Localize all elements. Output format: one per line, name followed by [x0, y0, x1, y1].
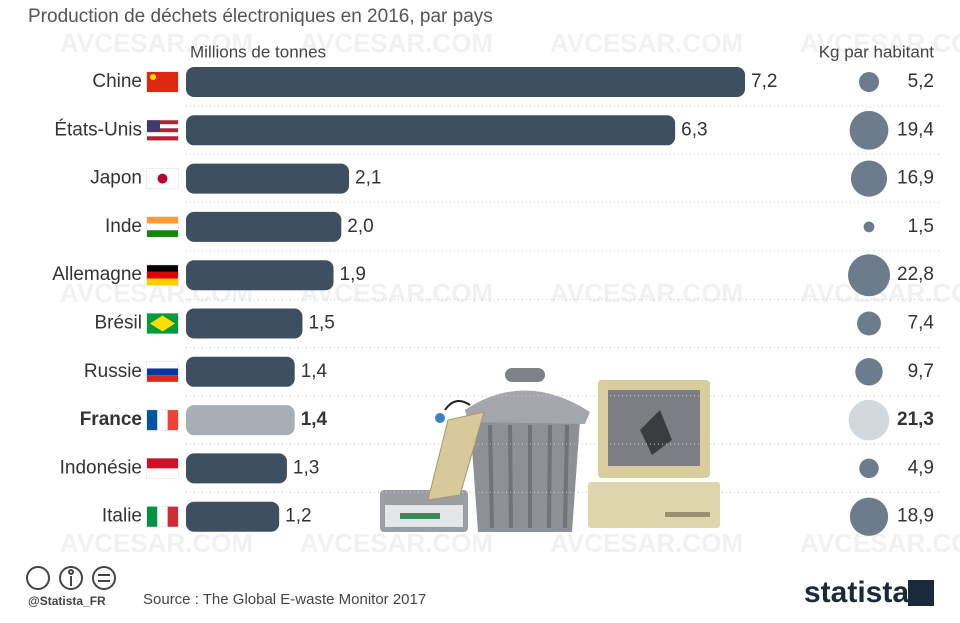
value-label: 2,0 — [347, 216, 373, 237]
value-label: 1,4 — [301, 361, 328, 382]
flag-stripe — [147, 468, 178, 479]
bubble-label: 18,9 — [897, 506, 934, 527]
category-label: Chine — [92, 71, 142, 92]
flag-stripe — [157, 506, 168, 527]
watermark: AVCESAR.COM — [300, 28, 493, 58]
flag-stripe — [147, 410, 158, 431]
bubble — [855, 358, 883, 386]
flag-stripe — [147, 120, 178, 125]
bubble-label: 5,2 — [908, 71, 934, 92]
bar — [186, 308, 303, 339]
bubble-label: 19,4 — [897, 119, 934, 140]
bubble — [850, 160, 888, 197]
category-label: Allemagne — [52, 264, 142, 285]
bubble — [857, 311, 881, 336]
bubble — [849, 110, 889, 150]
watermarks: AVCESAR.COM AVCESAR.COM AVCESAR.COM AVCESAR… — [60, 28, 960, 558]
flag-stripe — [147, 278, 178, 286]
flag-stripe — [147, 506, 158, 527]
flag-stripe — [167, 410, 178, 431]
flag-stripe — [147, 458, 178, 469]
watermark: AVCESAR.COM — [550, 528, 743, 558]
watermark: AVCESAR.COM — [800, 28, 960, 58]
brand-icon — [908, 580, 934, 606]
category-label: Inde — [105, 216, 142, 237]
flag-stripe — [147, 230, 178, 237]
category-label: Brésil — [94, 313, 142, 334]
watermark: AVCESAR.COM — [60, 528, 253, 558]
bubble-label: 7,4 — [908, 313, 935, 334]
bubble — [863, 221, 875, 233]
bubble-label: 16,9 — [897, 168, 934, 189]
watermark: AVCESAR.COM — [800, 528, 960, 558]
flag-stripe — [147, 265, 178, 272]
bubble-label: 22,8 — [897, 264, 934, 285]
flag-stripe — [147, 136, 178, 141]
flag-stripe — [147, 128, 178, 133]
bubble — [849, 497, 889, 536]
watermark: AVCESAR.COM — [60, 28, 253, 58]
category-label: Indonésie — [60, 457, 142, 478]
value-label: 1,5 — [308, 313, 334, 334]
flag-stripe — [147, 216, 178, 224]
category-label: Japon — [90, 168, 142, 189]
bubble-label: 4,9 — [908, 457, 934, 478]
flag-stripe — [147, 368, 178, 376]
value-label: 7,2 — [751, 71, 777, 92]
chart-title: Production de déchets électroniques en 2… — [28, 6, 493, 27]
bar — [186, 163, 350, 194]
series-header: Kg par habitant — [819, 42, 935, 61]
bubble — [848, 399, 890, 441]
flag-stripe — [157, 410, 168, 431]
category-label: États-Unis — [54, 119, 142, 140]
brand-logo: statista — [804, 576, 909, 609]
cc-icons — [26, 566, 116, 590]
credit: @Statista_FR — [28, 594, 106, 608]
value-label: 6,3 — [681, 119, 707, 140]
bubble-label: 21,3 — [897, 409, 934, 430]
watermark: AVCESAR.COM — [550, 28, 743, 58]
flag-emblem — [147, 120, 160, 132]
illustration — [380, 368, 720, 532]
category-label: Russie — [84, 361, 142, 382]
value-label: 1,4 — [301, 409, 328, 430]
flag-stripe — [147, 124, 178, 129]
watermark: AVCESAR.COM — [300, 528, 493, 558]
bar — [186, 260, 334, 291]
bar — [186, 501, 280, 532]
value-label: 1,3 — [293, 457, 319, 478]
bar — [186, 356, 295, 387]
flag-stripe — [147, 223, 178, 231]
flag-emblem — [150, 315, 175, 332]
bar — [186, 405, 295, 436]
category-label: France — [80, 409, 142, 430]
value-label: 1,9 — [340, 264, 366, 285]
category-label: Italie — [102, 506, 142, 527]
value-label: 2,1 — [355, 168, 381, 189]
bar — [186, 67, 745, 97]
watermark: AVCESAR.COM — [550, 278, 743, 308]
flag-emblem — [157, 173, 168, 184]
bubble — [859, 458, 879, 479]
source: Source : The Global E-waste Monitor 2017 — [143, 591, 426, 608]
bubble-label: 9,7 — [908, 361, 934, 382]
flag-stripe — [147, 271, 178, 279]
flag-stripe — [147, 375, 178, 382]
bubble — [858, 71, 880, 93]
flag-stripe — [147, 132, 178, 137]
bubble — [847, 254, 891, 297]
flag-stripe — [167, 506, 178, 527]
bubble-label: 1,5 — [908, 216, 934, 237]
value-label: 1,2 — [285, 506, 311, 527]
series-header: Millions de tonnes — [190, 42, 326, 61]
bar — [186, 115, 676, 146]
flag-stripe — [147, 361, 178, 369]
bar — [186, 453, 287, 484]
bar — [186, 211, 342, 242]
flag-emblem — [150, 74, 156, 80]
